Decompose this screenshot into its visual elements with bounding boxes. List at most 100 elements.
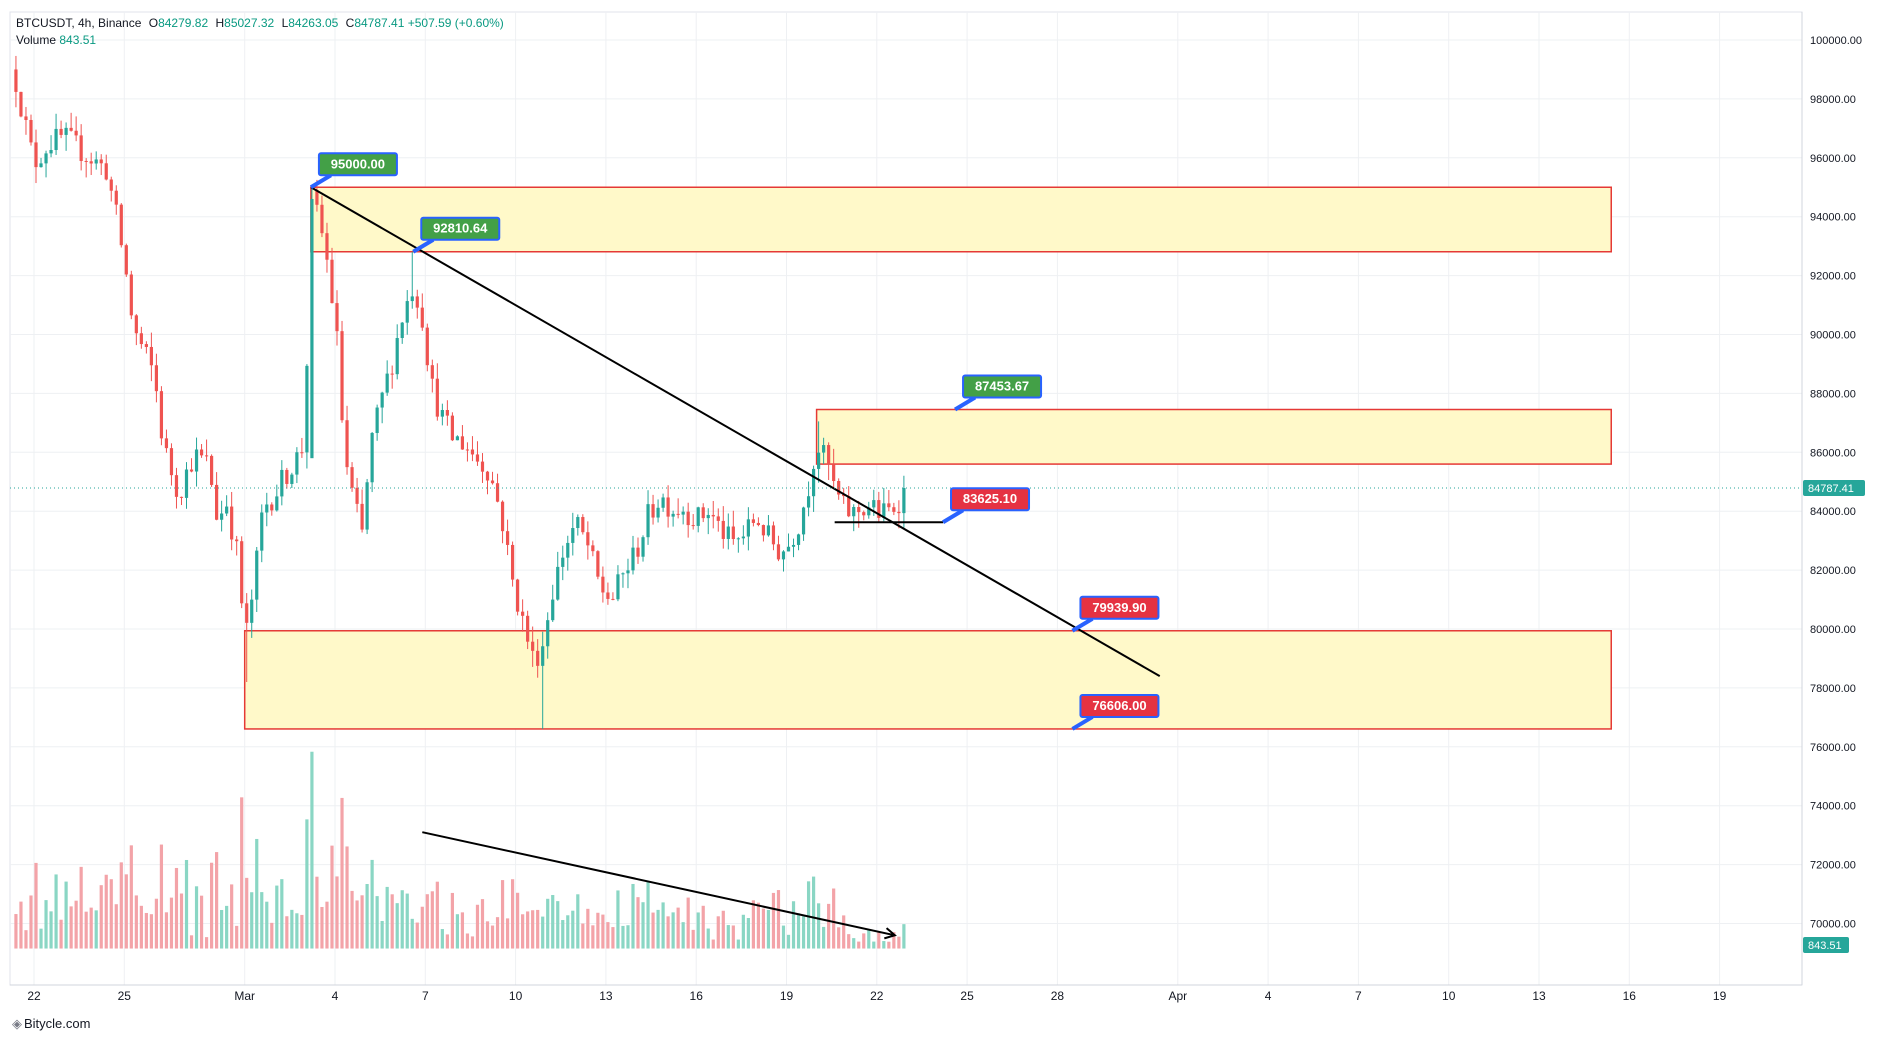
- candle[interactable]: [330, 247, 334, 304]
- candle[interactable]: [345, 405, 349, 475]
- candle[interactable]: [430, 359, 434, 393]
- candle[interactable]: [731, 510, 735, 545]
- candle[interactable]: [445, 400, 449, 426]
- candle[interactable]: [490, 471, 495, 485]
- candle[interactable]: [495, 473, 500, 503]
- candle[interactable]: [666, 485, 670, 528]
- candle[interactable]: [556, 551, 560, 601]
- candle[interactable]: [415, 289, 419, 319]
- candle[interactable]: [817, 421, 821, 483]
- candle[interactable]: [59, 120, 63, 139]
- candle[interactable]: [199, 444, 204, 458]
- candle[interactable]: [440, 403, 444, 426]
- candle[interactable]: [766, 515, 771, 537]
- candle[interactable]: [771, 521, 776, 551]
- candle[interactable]: [340, 320, 344, 423]
- candle[interactable]: [435, 363, 439, 421]
- candle[interactable]: [571, 512, 575, 556]
- candle[interactable]: [179, 496, 184, 506]
- candle[interactable]: [375, 404, 379, 441]
- candle[interactable]: [114, 185, 118, 215]
- candle[interactable]: [887, 490, 891, 512]
- candle[interactable]: [154, 353, 159, 403]
- candle[interactable]: [651, 494, 655, 525]
- candle[interactable]: [736, 537, 740, 553]
- candle[interactable]: [566, 535, 570, 571]
- candle[interactable]: [626, 558, 630, 589]
- candle[interactable]: [405, 290, 409, 335]
- candle[interactable]: [661, 493, 665, 512]
- candle[interactable]: [847, 486, 851, 518]
- candle[interactable]: [646, 490, 650, 545]
- candle[interactable]: [741, 525, 745, 545]
- candle[interactable]: [761, 524, 766, 542]
- candle[interactable]: [119, 203, 123, 248]
- candle[interactable]: [510, 541, 515, 587]
- candle[interactable]: [882, 487, 886, 522]
- candle[interactable]: [460, 425, 465, 450]
- candle[interactable]: [596, 550, 600, 580]
- candle[interactable]: [671, 510, 675, 527]
- candle[interactable]: [280, 460, 284, 506]
- candle[interactable]: [139, 326, 143, 349]
- candle[interactable]: [74, 116, 78, 142]
- candle[interactable]: [526, 610, 530, 650]
- candle[interactable]: [516, 578, 520, 616]
- candle[interactable]: [686, 502, 690, 538]
- candle[interactable]: [616, 565, 620, 602]
- candle[interactable]: [89, 152, 93, 175]
- candle[interactable]: [465, 442, 470, 462]
- candle[interactable]: [902, 475, 906, 528]
- candle[interactable]: [711, 500, 715, 529]
- candle[interactable]: [781, 550, 786, 572]
- candle[interactable]: [897, 500, 901, 529]
- candle[interactable]: [230, 491, 234, 551]
- candle[interactable]: [39, 157, 43, 168]
- candle[interactable]: [164, 429, 169, 453]
- candle[interactable]: [857, 500, 861, 528]
- candle[interactable]: [877, 491, 881, 523]
- candle[interactable]: [44, 150, 48, 178]
- candle[interactable]: [696, 506, 700, 533]
- candle[interactable]: [184, 462, 189, 509]
- candle[interactable]: [149, 332, 153, 382]
- candle[interactable]: [410, 251, 414, 309]
- price-label[interactable]: 95000.00: [309, 152, 398, 189]
- candle[interactable]: [636, 537, 640, 564]
- candle[interactable]: [104, 154, 108, 181]
- candle[interactable]: [606, 582, 610, 605]
- candle[interactable]: [746, 507, 750, 551]
- candle[interactable]: [134, 314, 138, 346]
- candle[interactable]: [34, 129, 38, 184]
- candle[interactable]: [676, 498, 680, 519]
- candle[interactable]: [220, 500, 224, 532]
- candle[interactable]: [470, 436, 475, 462]
- candle[interactable]: [521, 599, 525, 632]
- candle[interactable]: [320, 195, 324, 238]
- candle[interactable]: [79, 124, 83, 171]
- candle[interactable]: [541, 631, 545, 729]
- candle[interactable]: [385, 360, 389, 396]
- candle[interactable]: [801, 506, 806, 541]
- candle[interactable]: [250, 589, 254, 638]
- candle[interactable]: [240, 536, 244, 609]
- price-zone[interactable]: [243, 630, 1612, 730]
- candle[interactable]: [867, 501, 871, 519]
- candle[interactable]: [706, 508, 710, 535]
- candle[interactable]: [144, 341, 148, 354]
- candle[interactable]: [641, 535, 645, 562]
- candle[interactable]: [109, 176, 113, 202]
- candle[interactable]: [24, 106, 28, 135]
- candle[interactable]: [842, 487, 846, 504]
- candle[interactable]: [455, 435, 460, 441]
- candle[interactable]: [852, 504, 856, 532]
- candle[interactable]: [536, 639, 540, 678]
- candle[interactable]: [49, 135, 53, 158]
- candle[interactable]: [84, 158, 88, 178]
- price-label[interactable]: 87453.67: [954, 374, 1043, 412]
- price-label[interactable]: 83625.10: [941, 487, 1031, 524]
- candle[interactable]: [531, 626, 535, 667]
- price-label[interactable]: 92810.64: [412, 216, 501, 254]
- candle[interactable]: [586, 521, 590, 560]
